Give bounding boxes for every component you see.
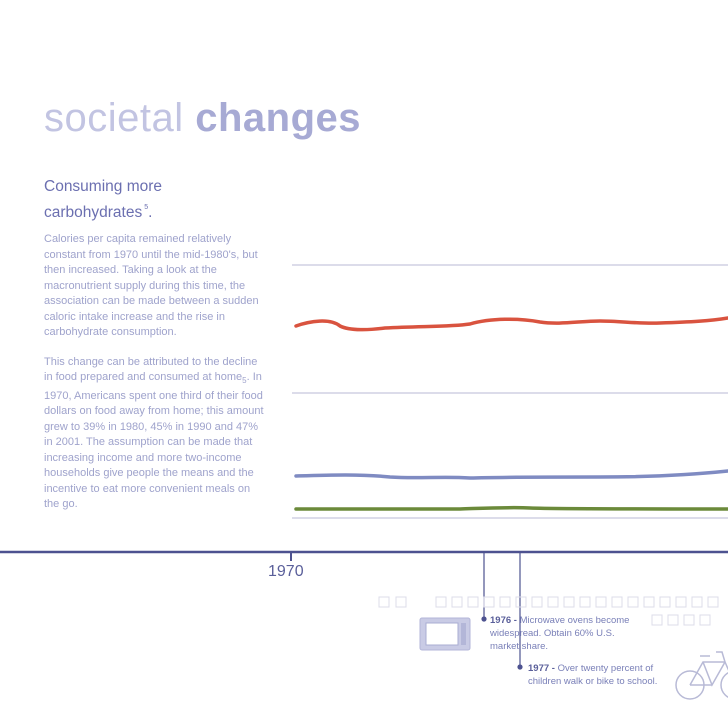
- paragraph-1: Calories per capita remained relatively …: [44, 233, 259, 338]
- event-1976-text: Microwave ovens become widespread. Obtai…: [490, 615, 630, 652]
- year-blocks-row-2: [651, 614, 711, 626]
- title-light: societal: [44, 96, 184, 140]
- paragraph-2: This change can be attributed to the dec…: [44, 355, 266, 513]
- event-1976-sep: -: [511, 615, 520, 626]
- title-bold: changes: [195, 96, 362, 140]
- subtitle-footnote: 5: [144, 204, 149, 211]
- page-title: societal changes: [44, 96, 361, 140]
- subtitle-trailing: .: [148, 204, 153, 221]
- microwave-icon: [419, 617, 471, 651]
- year-blocks-row-1: [378, 596, 719, 608]
- event-dot-1977: [517, 664, 523, 670]
- bicycle-icon: [675, 651, 728, 700]
- event-1977-text: Over twenty percent of children walk or …: [528, 663, 658, 687]
- event-1977-year: 1977: [528, 663, 550, 674]
- series-line-green: [294, 505, 728, 511]
- event-dot-1976: [481, 616, 487, 622]
- paragraph-2-rest: . In 1970, Americans spent one third of …: [44, 371, 264, 511]
- paragraph-2-footnote: 5: [242, 376, 247, 386]
- series-line-red: [294, 316, 728, 332]
- subtitle-text: Consuming more carbohydrates: [44, 178, 163, 221]
- subtitle: Consuming more carbohydrates 5.: [44, 176, 264, 223]
- paragraph-2-start: This change can be attributed to the dec…: [44, 355, 258, 384]
- event-1976-year: 1976: [490, 615, 512, 626]
- body-text: Calories per capita remained relatively …: [44, 232, 266, 527]
- event-1977: 1977 - Over twenty percent of children w…: [528, 662, 668, 688]
- series-line-blue: [294, 469, 728, 480]
- timeline-year-label: 1970: [268, 563, 304, 580]
- event-1977-sep: -: [549, 663, 558, 674]
- event-1976: 1976 - Microwave ovens become widespread…: [490, 614, 630, 653]
